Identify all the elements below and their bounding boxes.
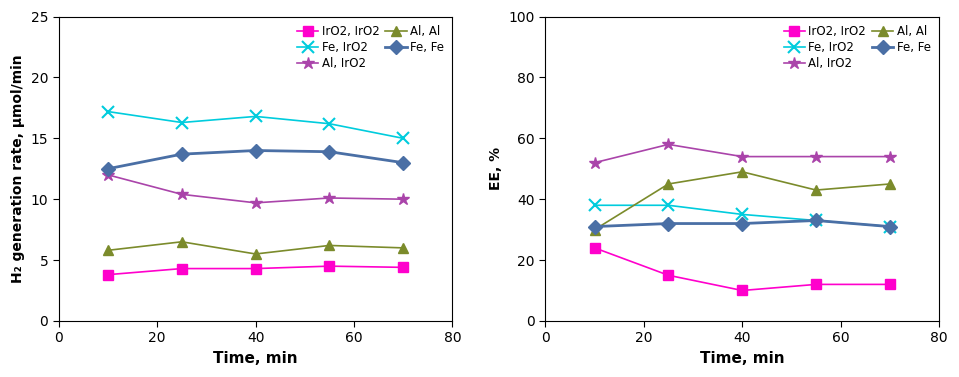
IrO2, IrO2 — [176, 266, 188, 271]
IrO2, IrO2 — [810, 282, 822, 287]
Line: Fe, IrO2: Fe, IrO2 — [589, 200, 896, 232]
Y-axis label: H₂ generation rate, μmol/min: H₂ generation rate, μmol/min — [12, 54, 25, 283]
Line: Al, Al: Al, Al — [590, 167, 895, 234]
Fe, Fe — [397, 161, 409, 165]
Al, IrO2 — [663, 142, 674, 147]
Fe, IrO2 — [323, 121, 335, 126]
IrO2, IrO2 — [884, 282, 896, 287]
Legend: IrO2, IrO2, Fe, IrO2, Al, IrO2, Al, Al, Fe, Fe: IrO2, IrO2, Fe, IrO2, Al, IrO2, Al, Al, … — [294, 23, 447, 72]
Al, Al — [176, 239, 188, 244]
Al, Al — [249, 252, 261, 256]
IrO2, IrO2 — [737, 288, 748, 293]
Fe, Fe — [884, 224, 896, 229]
Al, IrO2 — [810, 154, 822, 159]
X-axis label: Time, min: Time, min — [700, 351, 784, 366]
Fe, IrO2 — [176, 120, 188, 125]
Fe, Fe — [663, 221, 674, 226]
Fe, IrO2 — [737, 212, 748, 217]
Al, Al — [589, 227, 600, 232]
IrO2, IrO2 — [397, 265, 409, 270]
Line: Al, IrO2: Al, IrO2 — [102, 169, 409, 209]
Al, IrO2 — [103, 173, 114, 177]
Al, Al — [663, 182, 674, 186]
Fe, IrO2 — [884, 224, 896, 229]
Line: Al, Al: Al, Al — [103, 237, 409, 259]
Al, Al — [397, 246, 409, 250]
Y-axis label: EE, %: EE, % — [489, 147, 503, 190]
Fe, Fe — [103, 167, 114, 171]
Fe, IrO2 — [589, 203, 600, 208]
X-axis label: Time, min: Time, min — [213, 351, 298, 366]
Al, IrO2 — [884, 154, 896, 159]
Al, IrO2 — [323, 196, 335, 200]
Fe, Fe — [737, 221, 748, 226]
Al, Al — [810, 188, 822, 192]
Al, IrO2 — [589, 161, 600, 165]
Line: Fe, IrO2: Fe, IrO2 — [103, 106, 409, 144]
Fe, Fe — [810, 218, 822, 223]
Al, IrO2 — [737, 154, 748, 159]
Fe, IrO2 — [810, 218, 822, 223]
Legend: IrO2, IrO2, Fe, IrO2, Al, IrO2, Al, Al, Fe, Fe: IrO2, IrO2, Fe, IrO2, Al, IrO2, Al, Al, … — [782, 23, 933, 72]
Al, Al — [103, 248, 114, 253]
IrO2, IrO2 — [323, 264, 335, 268]
Fe, IrO2 — [249, 114, 261, 119]
Fe, Fe — [249, 148, 261, 153]
Fe, IrO2 — [397, 136, 409, 141]
IrO2, IrO2 — [589, 246, 600, 250]
Fe, IrO2 — [103, 109, 114, 114]
Al, Al — [737, 170, 748, 174]
Al, Al — [884, 182, 896, 186]
IrO2, IrO2 — [103, 273, 114, 277]
Al, IrO2 — [249, 201, 261, 205]
Line: IrO2, IrO2: IrO2, IrO2 — [103, 261, 409, 279]
Fe, Fe — [589, 224, 600, 229]
Fe, Fe — [323, 149, 335, 154]
Al, Al — [323, 243, 335, 248]
Fe, IrO2 — [663, 203, 674, 208]
Al, IrO2 — [397, 197, 409, 201]
Line: IrO2, IrO2: IrO2, IrO2 — [590, 243, 895, 295]
IrO2, IrO2 — [249, 266, 261, 271]
Line: Al, IrO2: Al, IrO2 — [588, 138, 896, 169]
IrO2, IrO2 — [663, 273, 674, 277]
Al, IrO2 — [176, 192, 188, 196]
Line: Fe, Fe: Fe, Fe — [590, 216, 895, 231]
Fe, Fe — [176, 152, 188, 156]
Line: Fe, Fe: Fe, Fe — [103, 146, 409, 174]
